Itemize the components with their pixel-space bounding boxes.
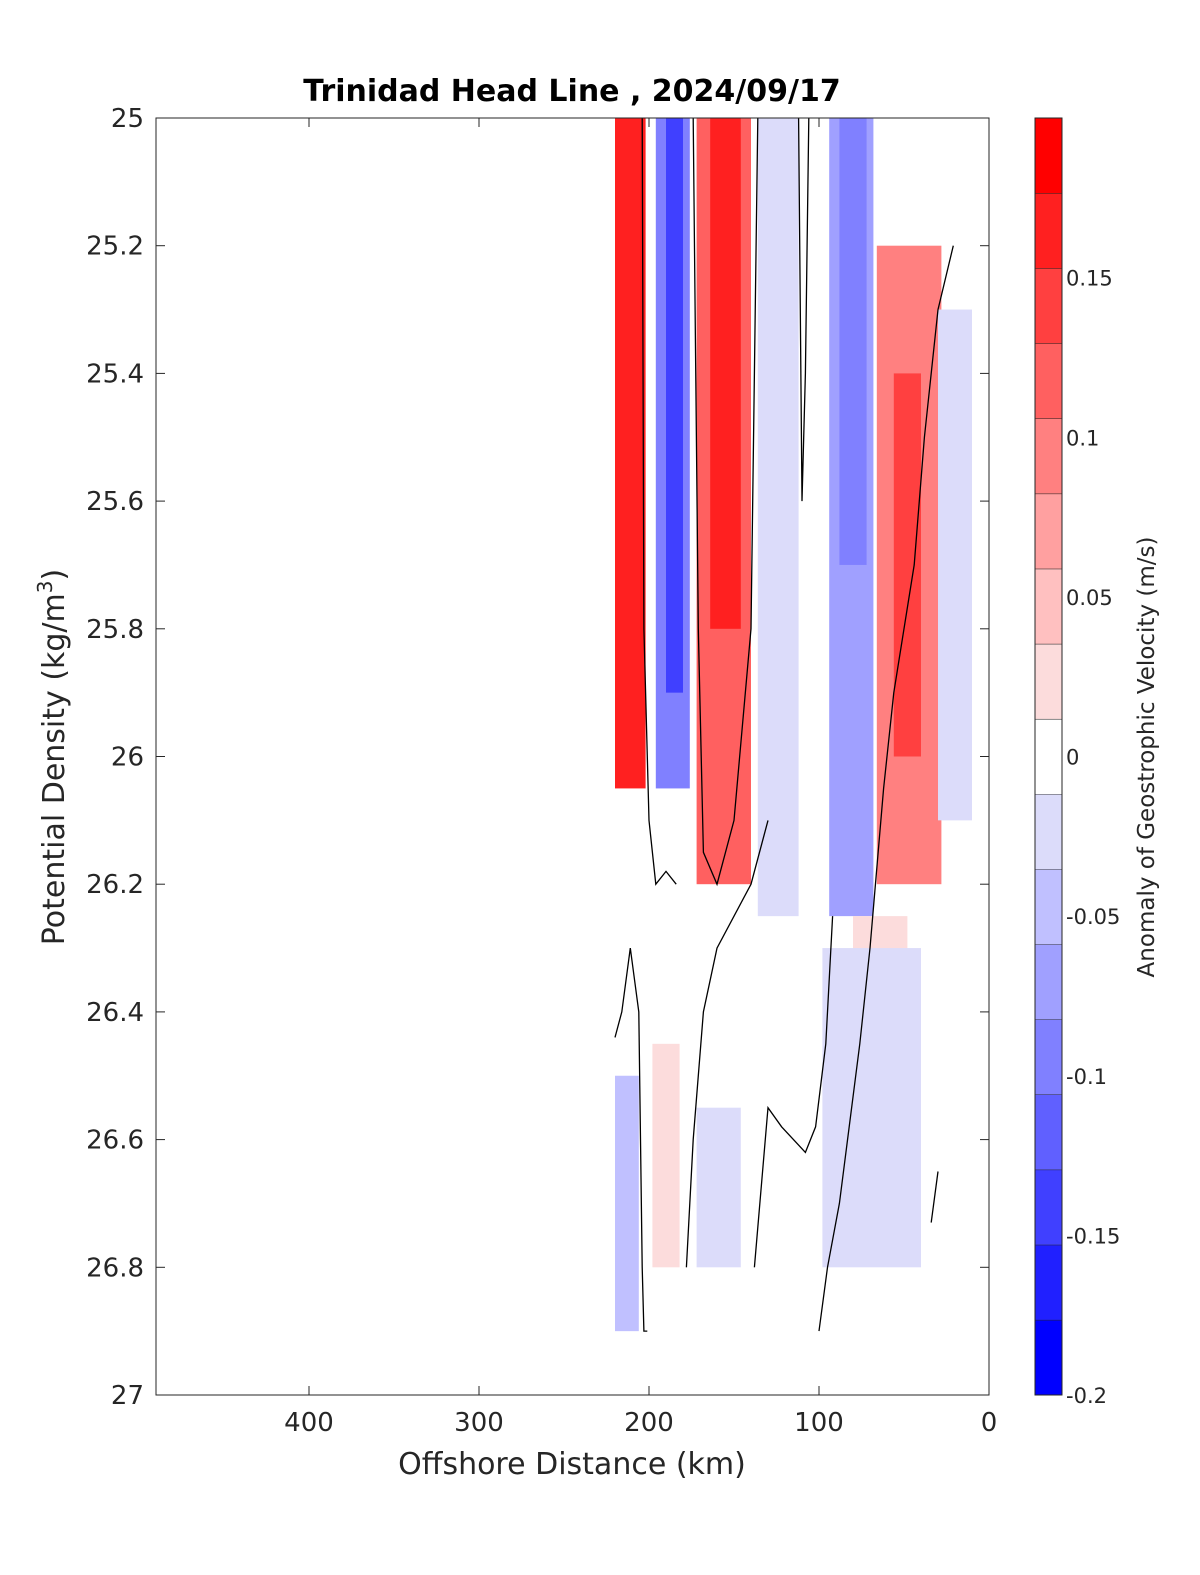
y-tick-label: 26.8 bbox=[86, 1253, 144, 1283]
y-axis-title: Potential Density (kg/m3) bbox=[33, 569, 72, 945]
colorbar-swatch bbox=[1035, 1094, 1062, 1170]
chart-title: Trinidad Head Line , 2024/09/17 bbox=[303, 74, 840, 109]
x-axis-ticks: 400 300 200 100 0 bbox=[284, 118, 997, 1438]
y-tick-label: 26.6 bbox=[86, 1126, 144, 1156]
zero-contour-line-8 bbox=[930, 1171, 939, 1223]
colorbar-swatch bbox=[1035, 193, 1062, 269]
zero-contour-line-4 bbox=[685, 820, 769, 1268]
zero-contour-line-1 bbox=[641, 117, 677, 886]
colorbar-swatch bbox=[1035, 794, 1062, 870]
x-axis-title: Offshore Distance (km) bbox=[398, 1447, 746, 1482]
colorbar-swatch bbox=[1035, 418, 1062, 494]
colorbar-swatch bbox=[1035, 1319, 1062, 1395]
x-tick-label: 100 bbox=[794, 1408, 844, 1438]
velocity-band-17 bbox=[696, 1107, 741, 1268]
velocity-band-15 bbox=[615, 1075, 639, 1332]
colorbar-tick-label: 0.05 bbox=[1066, 586, 1113, 610]
y-axis-title-superscript: 3 bbox=[33, 580, 57, 593]
colorbar-tick-label: -0.15 bbox=[1066, 1224, 1120, 1248]
velocity-band-14 bbox=[822, 948, 921, 1268]
y-tick-label: 26.2 bbox=[86, 870, 144, 900]
colorbar-swatch bbox=[1035, 869, 1062, 945]
velocity-band-16 bbox=[652, 1043, 680, 1268]
colorbar-frame bbox=[1034, 117, 1063, 1396]
y-tick-label: 25 bbox=[111, 104, 144, 134]
colorbar-swatch bbox=[1035, 1019, 1062, 1095]
colorbar-tick-label: 0.15 bbox=[1066, 267, 1113, 291]
zero-contour-line-6 bbox=[818, 245, 954, 1332]
y-tick-label: 27 bbox=[111, 1381, 144, 1411]
velocity-fill-layer bbox=[615, 118, 972, 1332]
velocity-band-4 bbox=[666, 118, 683, 693]
colorbar-swatch bbox=[1035, 643, 1062, 719]
colorbar-ticks: -0.2 -0.15 -0.1 -0.05 0 0.05 0.1 0.15 bbox=[1066, 267, 1120, 1408]
y-tick-label: 25.6 bbox=[86, 487, 144, 517]
colorbar-swatch bbox=[1035, 493, 1062, 569]
colorbar-tick-label: -0.1 bbox=[1066, 1065, 1107, 1089]
velocity-band-12 bbox=[938, 309, 972, 821]
colorbar-swatch bbox=[1035, 718, 1062, 795]
y-axis-ticks: 25 25.2 25.4 25.6 25.8 26 26.2 26.4 26.6 26.8 27 bbox=[86, 104, 989, 1411]
zero-contour-line-5 bbox=[797, 117, 810, 502]
velocity-band-11 bbox=[893, 373, 921, 757]
colorbar-swatch bbox=[1035, 268, 1062, 344]
velocity-band-6 bbox=[710, 118, 741, 629]
x-tick-label: 300 bbox=[454, 1408, 504, 1438]
colorbar: -0.2 -0.15 -0.1 -0.05 0 0.05 0.1 0.15 bbox=[1034, 117, 1120, 1408]
colorbar-swatch bbox=[1035, 568, 1062, 644]
colorbar-tick-label: 0 bbox=[1066, 746, 1079, 770]
zero-contour-line-2 bbox=[614, 948, 648, 1332]
colorbar-tick-label: -0.2 bbox=[1066, 1384, 1107, 1408]
y-tick-label: 26.4 bbox=[86, 998, 144, 1028]
plot-area: 400 300 200 100 0 25 25.2 25.4 25.6 25.8 26 26.2 26… bbox=[86, 104, 997, 1438]
y-tick-label: 25.4 bbox=[86, 359, 144, 389]
colorbar-swatch bbox=[1035, 1169, 1062, 1245]
colorbar-swatch bbox=[1035, 1244, 1062, 1320]
y-tick-label: 26 bbox=[111, 743, 144, 773]
y-axis-title-main: Potential Density (kg/m bbox=[37, 593, 72, 945]
colorbar-tick-label: 0.1 bbox=[1066, 426, 1099, 450]
velocity-band-9 bbox=[839, 118, 867, 565]
colorbar-tick-label: -0.05 bbox=[1066, 905, 1120, 929]
zero-contour-line-7 bbox=[753, 916, 834, 1268]
y-axis-title-close: ) bbox=[37, 569, 72, 581]
y-tick-label: 25.8 bbox=[86, 615, 144, 645]
y-tick-label: 25.2 bbox=[86, 232, 144, 262]
zero-contour-layer bbox=[614, 117, 954, 1332]
velocity-band-7 bbox=[757, 118, 799, 917]
colorbar-swatch bbox=[1035, 118, 1062, 194]
x-tick-label: 0 bbox=[981, 1408, 998, 1438]
colorbar-swatch bbox=[1035, 944, 1062, 1020]
colorbar-title: Anomaly of Geostrophic Velocity (m/s) bbox=[1134, 537, 1160, 978]
x-tick-label: 200 bbox=[624, 1408, 674, 1438]
velocity-band-2 bbox=[625, 118, 643, 693]
colorbar-swatch bbox=[1035, 343, 1062, 419]
colorbar-swatches bbox=[1035, 117, 1062, 1395]
zero-contour-line-3 bbox=[692, 117, 759, 887]
x-tick-label: 400 bbox=[284, 1408, 334, 1438]
